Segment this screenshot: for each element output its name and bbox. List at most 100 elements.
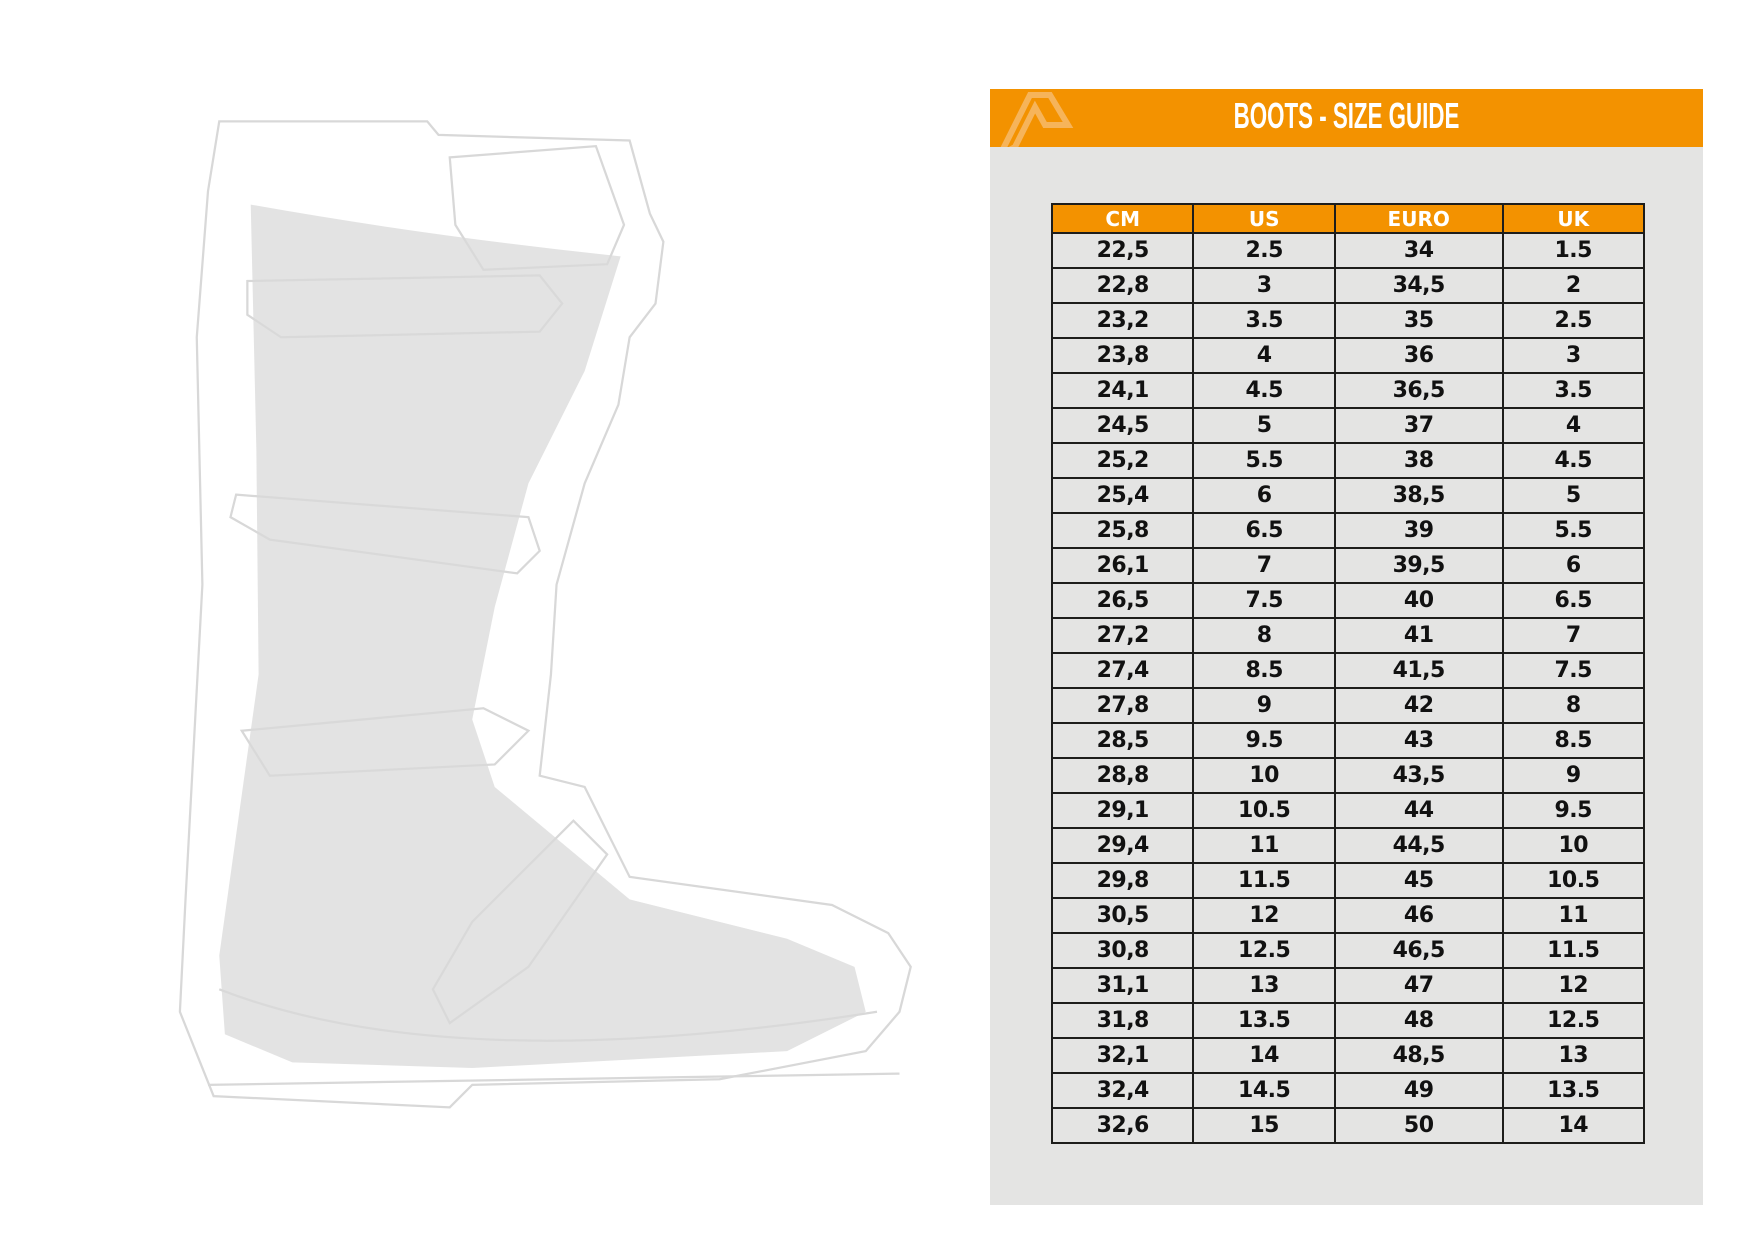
table-cell-euro: 34 (1333, 232, 1504, 269)
table-row: 25,4 6 38,5 5 (1050, 477, 1645, 514)
table-row: 22,8 3 34,5 2 (1050, 267, 1645, 304)
table-cell-us: 12 (1192, 897, 1336, 934)
table-cell-us: 14 (1192, 1037, 1336, 1074)
table-cell-us: 13.5 (1192, 1002, 1336, 1039)
table-cell-uk: 5 (1501, 477, 1645, 514)
table-cell-euro: 38,5 (1333, 477, 1504, 514)
table-cell-cm: 31,8 (1050, 1002, 1195, 1039)
table-cell-cm: 25,2 (1050, 442, 1195, 479)
table-cell-euro: 43,5 (1333, 757, 1504, 794)
table-cell-cm: 24,5 (1050, 407, 1195, 444)
table-cell-euro: 44,5 (1333, 827, 1504, 864)
table-cell-us: 7 (1192, 547, 1336, 584)
table-cell-uk: 1.5 (1501, 232, 1645, 269)
table-row: 22,5 2.5 34 1.5 (1050, 232, 1645, 269)
table-cell-cm: 30,8 (1050, 932, 1195, 969)
table-cell-uk: 7 (1501, 617, 1645, 654)
table-cell-uk: 12 (1501, 967, 1645, 1004)
table-cell-us: 13 (1192, 967, 1336, 1004)
table-cell-euro: 35 (1333, 302, 1504, 339)
table-cell-cm: 28,8 (1050, 757, 1195, 794)
table-cell-cm: 26,5 (1050, 582, 1195, 619)
table-cell-cm: 32,1 (1050, 1037, 1195, 1074)
table-cell-euro: 39 (1333, 512, 1504, 549)
table-cell-euro: 50 (1333, 1107, 1504, 1144)
table-cell-uk: 9.5 (1501, 792, 1645, 829)
table-row: 24,1 4.5 36,5 3.5 (1050, 372, 1645, 409)
table-cell-euro: 34,5 (1333, 267, 1504, 304)
table-cell-cm: 22,5 (1050, 232, 1195, 269)
table-row: 27,8 9 42 8 (1050, 687, 1645, 724)
table-cell-us: 14.5 (1192, 1072, 1336, 1109)
table-cell-uk: 12.5 (1501, 1002, 1645, 1039)
table-cell-cm: 32,6 (1050, 1107, 1195, 1144)
table-cell-euro: 49 (1333, 1072, 1504, 1109)
table-row: 29,1 10.5 44 9.5 (1050, 792, 1645, 829)
table-cell-cm: 22,8 (1050, 267, 1195, 304)
table-cell-us: 9.5 (1192, 722, 1336, 759)
table-row: 32,6 15 50 14 (1050, 1107, 1645, 1144)
table-cell-cm: 30,5 (1050, 897, 1195, 934)
table-row: 30,5 12 46 11 (1050, 897, 1645, 934)
table-cell-euro: 37 (1333, 407, 1504, 444)
table-cell-euro: 43 (1333, 722, 1504, 759)
table-cell-uk: 4 (1501, 407, 1645, 444)
table-cell-cm: 23,8 (1050, 337, 1195, 374)
table-cell-euro: 39,5 (1333, 547, 1504, 584)
table-cell-uk: 6.5 (1501, 582, 1645, 619)
page-title: BOOTS - SIZE GUIDE (1233, 95, 1460, 136)
column-header-uk: UK (1501, 203, 1645, 234)
table-cell-cm: 32,4 (1050, 1072, 1195, 1109)
table-cell-us: 3 (1192, 267, 1336, 304)
table-cell-cm: 29,4 (1050, 827, 1195, 864)
table-cell-us: 4.5 (1192, 372, 1336, 409)
table-cell-us: 5.5 (1192, 442, 1336, 479)
table-cell-euro: 46,5 (1333, 932, 1504, 969)
table-row: 26,1 7 39,5 6 (1050, 547, 1645, 584)
table-row: 30,8 12.5 46,5 11.5 (1050, 932, 1645, 969)
table-cell-uk: 13.5 (1501, 1072, 1645, 1109)
table-cell-uk: 8.5 (1501, 722, 1645, 759)
table-cell-cm: 29,1 (1050, 792, 1195, 829)
table-cell-us: 9 (1192, 687, 1336, 724)
column-header-euro: EURO (1333, 203, 1504, 234)
table-cell-us: 5 (1192, 407, 1336, 444)
table-row: 29,4 11 44,5 10 (1050, 827, 1645, 864)
table-cell-cm: 24,1 (1050, 372, 1195, 409)
table-row: 23,8 4 36 3 (1050, 337, 1645, 374)
table-row: 31,8 13.5 48 12.5 (1050, 1002, 1645, 1039)
table-row: 29,8 11.5 45 10.5 (1050, 862, 1645, 899)
table-cell-euro: 36,5 (1333, 372, 1504, 409)
table-cell-cm: 25,8 (1050, 512, 1195, 549)
table-row: 28,5 9.5 43 8.5 (1050, 722, 1645, 759)
table-row: 31,1 13 47 12 (1050, 967, 1645, 1004)
table-cell-euro: 36 (1333, 337, 1504, 374)
table-row: 32,1 14 48,5 13 (1050, 1037, 1645, 1074)
table-cell-us: 2.5 (1192, 232, 1336, 269)
table-cell-euro: 48 (1333, 1002, 1504, 1039)
table-cell-us: 10.5 (1192, 792, 1336, 829)
table-row: 26,5 7.5 40 6.5 (1050, 582, 1645, 619)
table-cell-cm: 27,8 (1050, 687, 1195, 724)
table-cell-us: 7.5 (1192, 582, 1336, 619)
table-cell-us: 4 (1192, 337, 1336, 374)
table-cell-uk: 10 (1501, 827, 1645, 864)
table-row: 25,2 5.5 38 4.5 (1050, 442, 1645, 479)
table-cell-uk: 4.5 (1501, 442, 1645, 479)
table-cell-us: 15 (1192, 1107, 1336, 1144)
table-cell-us: 12.5 (1192, 932, 1336, 969)
table-cell-euro: 46 (1333, 897, 1504, 934)
table-cell-cm: 27,2 (1050, 617, 1195, 654)
table-cell-euro: 47 (1333, 967, 1504, 1004)
table-cell-euro: 38 (1333, 442, 1504, 479)
table-cell-uk: 7.5 (1501, 652, 1645, 689)
table-cell-euro: 42 (1333, 687, 1504, 724)
column-header-cm: CM (1050, 203, 1195, 234)
table-row: 27,2 8 41 7 (1050, 617, 1645, 654)
table-cell-euro: 48,5 (1333, 1037, 1504, 1074)
table-cell-us: 8 (1192, 617, 1336, 654)
table-cell-uk: 13 (1501, 1037, 1645, 1074)
table-cell-uk: 6 (1501, 547, 1645, 584)
table-cell-uk: 11.5 (1501, 932, 1645, 969)
